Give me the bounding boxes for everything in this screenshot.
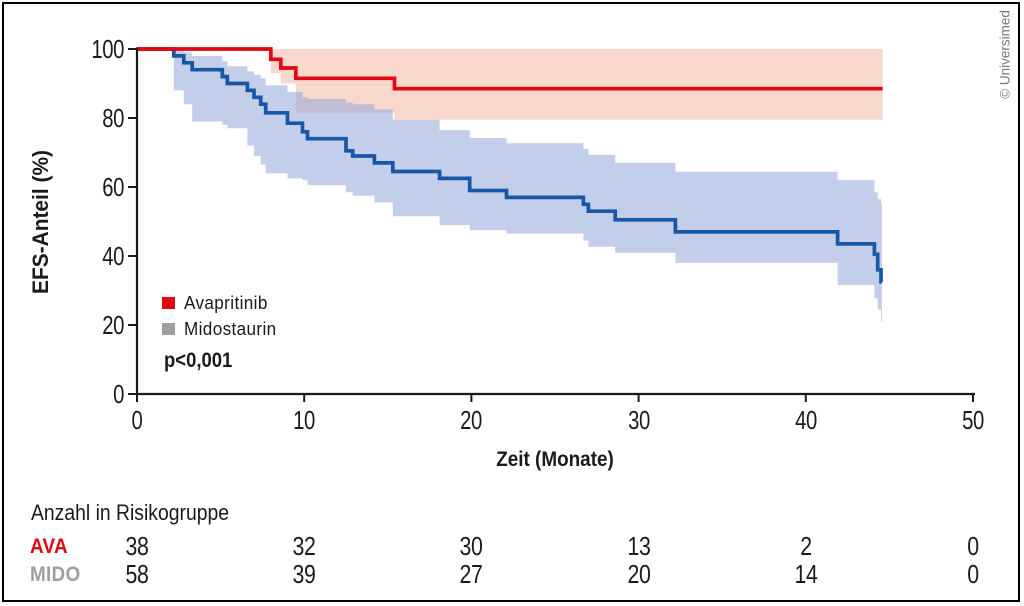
copyright-credit: © Universimed: [997, 10, 1013, 99]
y-tick-label-80: 80: [102, 103, 124, 133]
axis-ticks: [128, 48, 974, 402]
y-tick-label-60: 60: [102, 172, 124, 202]
x-tick-label-40: 40: [794, 405, 817, 435]
legend-item-midostaurin: Midostaurin: [162, 318, 281, 340]
risk-count-ava-m50: 0: [967, 531, 979, 561]
risk-count-mido-m40: 14: [794, 559, 818, 589]
y-tick-label-100: 100: [91, 34, 124, 64]
y-tick-label-40: 40: [102, 241, 124, 271]
risk-count-mido-m20: 27: [459, 559, 483, 589]
midostaurin-swatch-icon: [162, 323, 175, 335]
legend-label-midostaurin: Midostaurin: [184, 318, 277, 339]
y-tick-label-20: 20: [102, 310, 124, 340]
legend-item-avapritinib: Avapritinib: [162, 292, 281, 314]
avapritinib-swatch-icon: [162, 297, 175, 309]
avapritinib-ci-band: [270, 49, 883, 120]
midostaurin-curve: [137, 47, 883, 284]
risk-count-mido-m30: 20: [627, 559, 651, 589]
midostaurin-ci-band: [173, 50, 882, 322]
x-tick-label-10: 10: [293, 405, 316, 435]
risk-count-ava-m30: 13: [627, 531, 651, 561]
avapritinib-curve: [137, 47, 883, 91]
legend-label-avapritinib: Avapritinib: [184, 292, 268, 313]
y-axis-title: EFS-Anteil (%): [28, 150, 53, 294]
y-tick-label-0: 0: [113, 379, 124, 409]
risk-count-mido-m10: 39: [292, 559, 316, 589]
risk-count-mido-m50: 0: [967, 559, 979, 589]
risk-count-mido-m0: 58: [125, 559, 149, 589]
x-tick-label-50: 50: [962, 405, 984, 435]
x-tick-label-20: 20: [460, 405, 483, 435]
legend: Avapritinib Midostaurin: [162, 292, 281, 344]
risk-count-ava-m0: 38: [125, 531, 149, 561]
risk-count-ava-m10: 32: [292, 531, 316, 561]
risk-row-label-mido: MIDO: [30, 563, 81, 586]
risk-count-ava-m40: 2: [800, 531, 812, 561]
p-value: p<0,001: [164, 349, 233, 372]
x-tick-label-0: 0: [131, 405, 143, 435]
risk-count-ava-m20: 30: [459, 531, 483, 561]
risk-table-title: Anzahl in Risikogruppe: [31, 500, 230, 525]
x-axis-title: Zeit (Monate): [496, 448, 614, 471]
risk-row-label-ava: AVA: [30, 535, 68, 558]
x-tick-label-30: 30: [627, 405, 650, 435]
